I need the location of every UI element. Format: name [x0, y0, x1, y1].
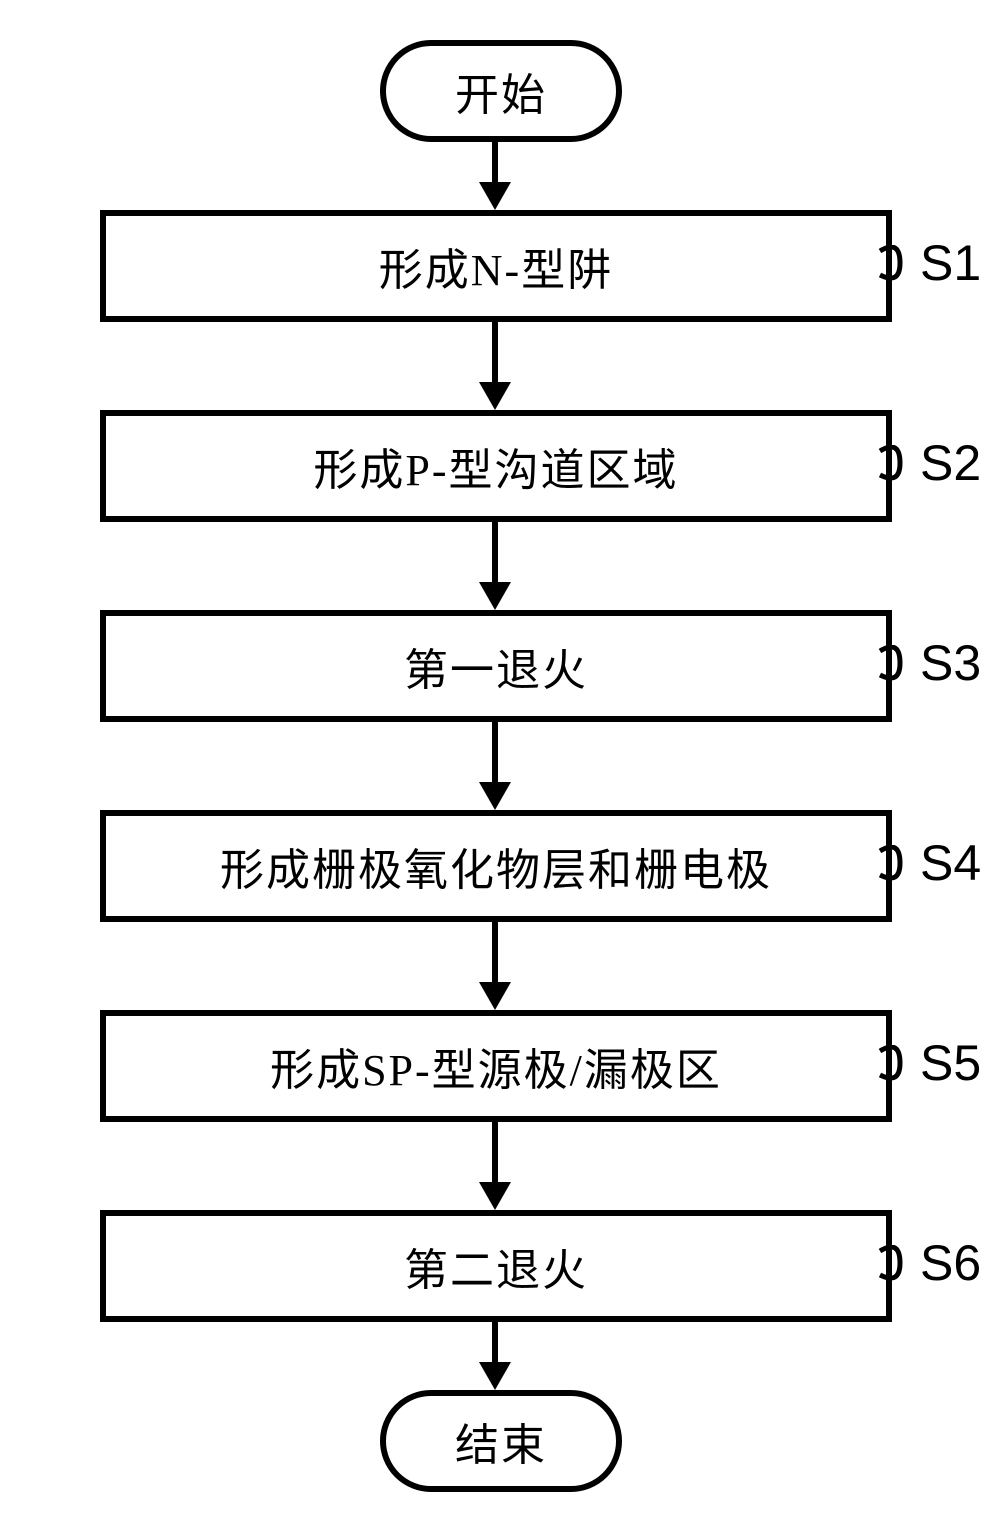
arrow-4 [465, 916, 525, 1014]
arrow-2 [465, 516, 525, 614]
step-box-S5: 形成SP-型源极/漏极区 [100, 1010, 892, 1122]
flowchart-canvas: 开始结束 形成N-型阱 S1 形成P-型沟道区域 S2 第一退火 S3 形成栅极氧化物层和栅电… [0, 0, 1004, 1532]
arrow-5 [465, 1116, 525, 1214]
step-label-S5: S5 [920, 1034, 981, 1092]
step-box-S3: 第一退火 [100, 610, 892, 722]
arrow-1 [465, 316, 525, 414]
arrow-3 [465, 716, 525, 814]
step-label-S6: S6 [920, 1234, 981, 1292]
arrow-0 [465, 136, 525, 214]
step-label-S2: S2 [920, 434, 981, 492]
step-box-S6: 第二退火 [100, 1210, 892, 1322]
step-box-S1: 形成N-型阱 [100, 210, 892, 322]
step-label-S3: S3 [920, 634, 981, 692]
start-terminal: 开始 [380, 40, 622, 142]
step-label-S1: S1 [920, 234, 981, 292]
arrow-6 [465, 1316, 525, 1394]
step-box-S4: 形成栅极氧化物层和栅电极 [100, 810, 892, 922]
step-label-S4: S4 [920, 834, 981, 892]
end-terminal: 结束 [380, 1390, 622, 1492]
step-box-S2: 形成P-型沟道区域 [100, 410, 892, 522]
